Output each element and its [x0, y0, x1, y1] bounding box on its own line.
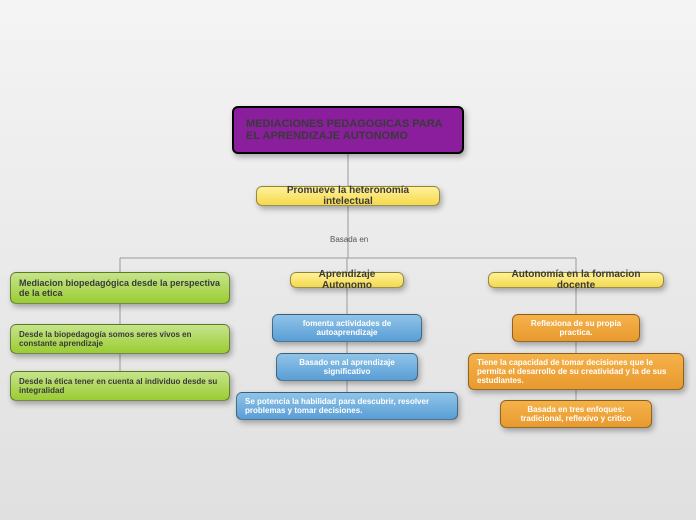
connectors [0, 0, 696, 520]
branch-right-child-1-label: Reflexiona de su propia practica. [531, 319, 621, 337]
branch-center-child-3-label: Se potencia la habilidad para descubrir,… [245, 397, 429, 415]
promueve-label: Promueve la heteronomía intelectual [267, 185, 429, 207]
branch-right-title-label: Autonomía en la formacion docente [499, 269, 653, 291]
node-promueve[interactable]: Promueve la heteronomía intelectual [256, 186, 440, 206]
branch-left-title[interactable]: Mediacion biopedagógica desde la perspec… [10, 272, 230, 304]
branch-center-child-2[interactable]: Basado en al aprendizaje significativo [276, 353, 418, 381]
branch-center-title-label: Aprendizaje Autonomo [301, 269, 393, 291]
branch-left-child-2-label: Desde la ética tener en cuenta al indivi… [19, 377, 217, 395]
branch-center-title[interactable]: Aprendizaje Autonomo [290, 272, 404, 288]
branch-right-child-3-label: Basada en tres enfoques: tradicional, re… [521, 405, 632, 423]
branch-center-child-3[interactable]: Se potencia la habilidad para descubrir,… [236, 392, 458, 420]
branch-left-title-label: Mediacion biopedagógica desde la perspec… [19, 278, 220, 298]
branch-left-child-2[interactable]: Desde la ética tener en cuenta al indivi… [10, 371, 230, 401]
branch-right-child-2[interactable]: Tiene la capacidad de tomar decisiones q… [468, 353, 684, 390]
branch-right-title[interactable]: Autonomía en la formacion docente [488, 272, 664, 288]
root-label: MEDIACIONES PEDAGOGICAS PARA EL APRENDIZ… [246, 118, 450, 142]
root-node[interactable]: MEDIACIONES PEDAGOGICAS PARA EL APRENDIZ… [232, 106, 464, 154]
branch-left-child-1-label: Desde la biopedagogía somos seres vivos … [19, 330, 192, 348]
branch-center-child-1[interactable]: fomenta actividades de autoaprendizaje [272, 314, 422, 342]
edge-label-basada: Basada en [330, 235, 368, 244]
branch-right-child-2-label: Tiene la capacidad de tomar decisiones q… [477, 358, 666, 385]
branch-center-child-2-label: Basado en al aprendizaje significativo [299, 358, 395, 376]
branch-right-child-3[interactable]: Basada en tres enfoques: tradicional, re… [500, 400, 652, 428]
branch-left-child-1[interactable]: Desde la biopedagogía somos seres vivos … [10, 324, 230, 354]
branch-right-child-1[interactable]: Reflexiona de su propia practica. [512, 314, 640, 342]
branch-center-child-1-label: fomenta actividades de autoaprendizaje [303, 319, 391, 337]
